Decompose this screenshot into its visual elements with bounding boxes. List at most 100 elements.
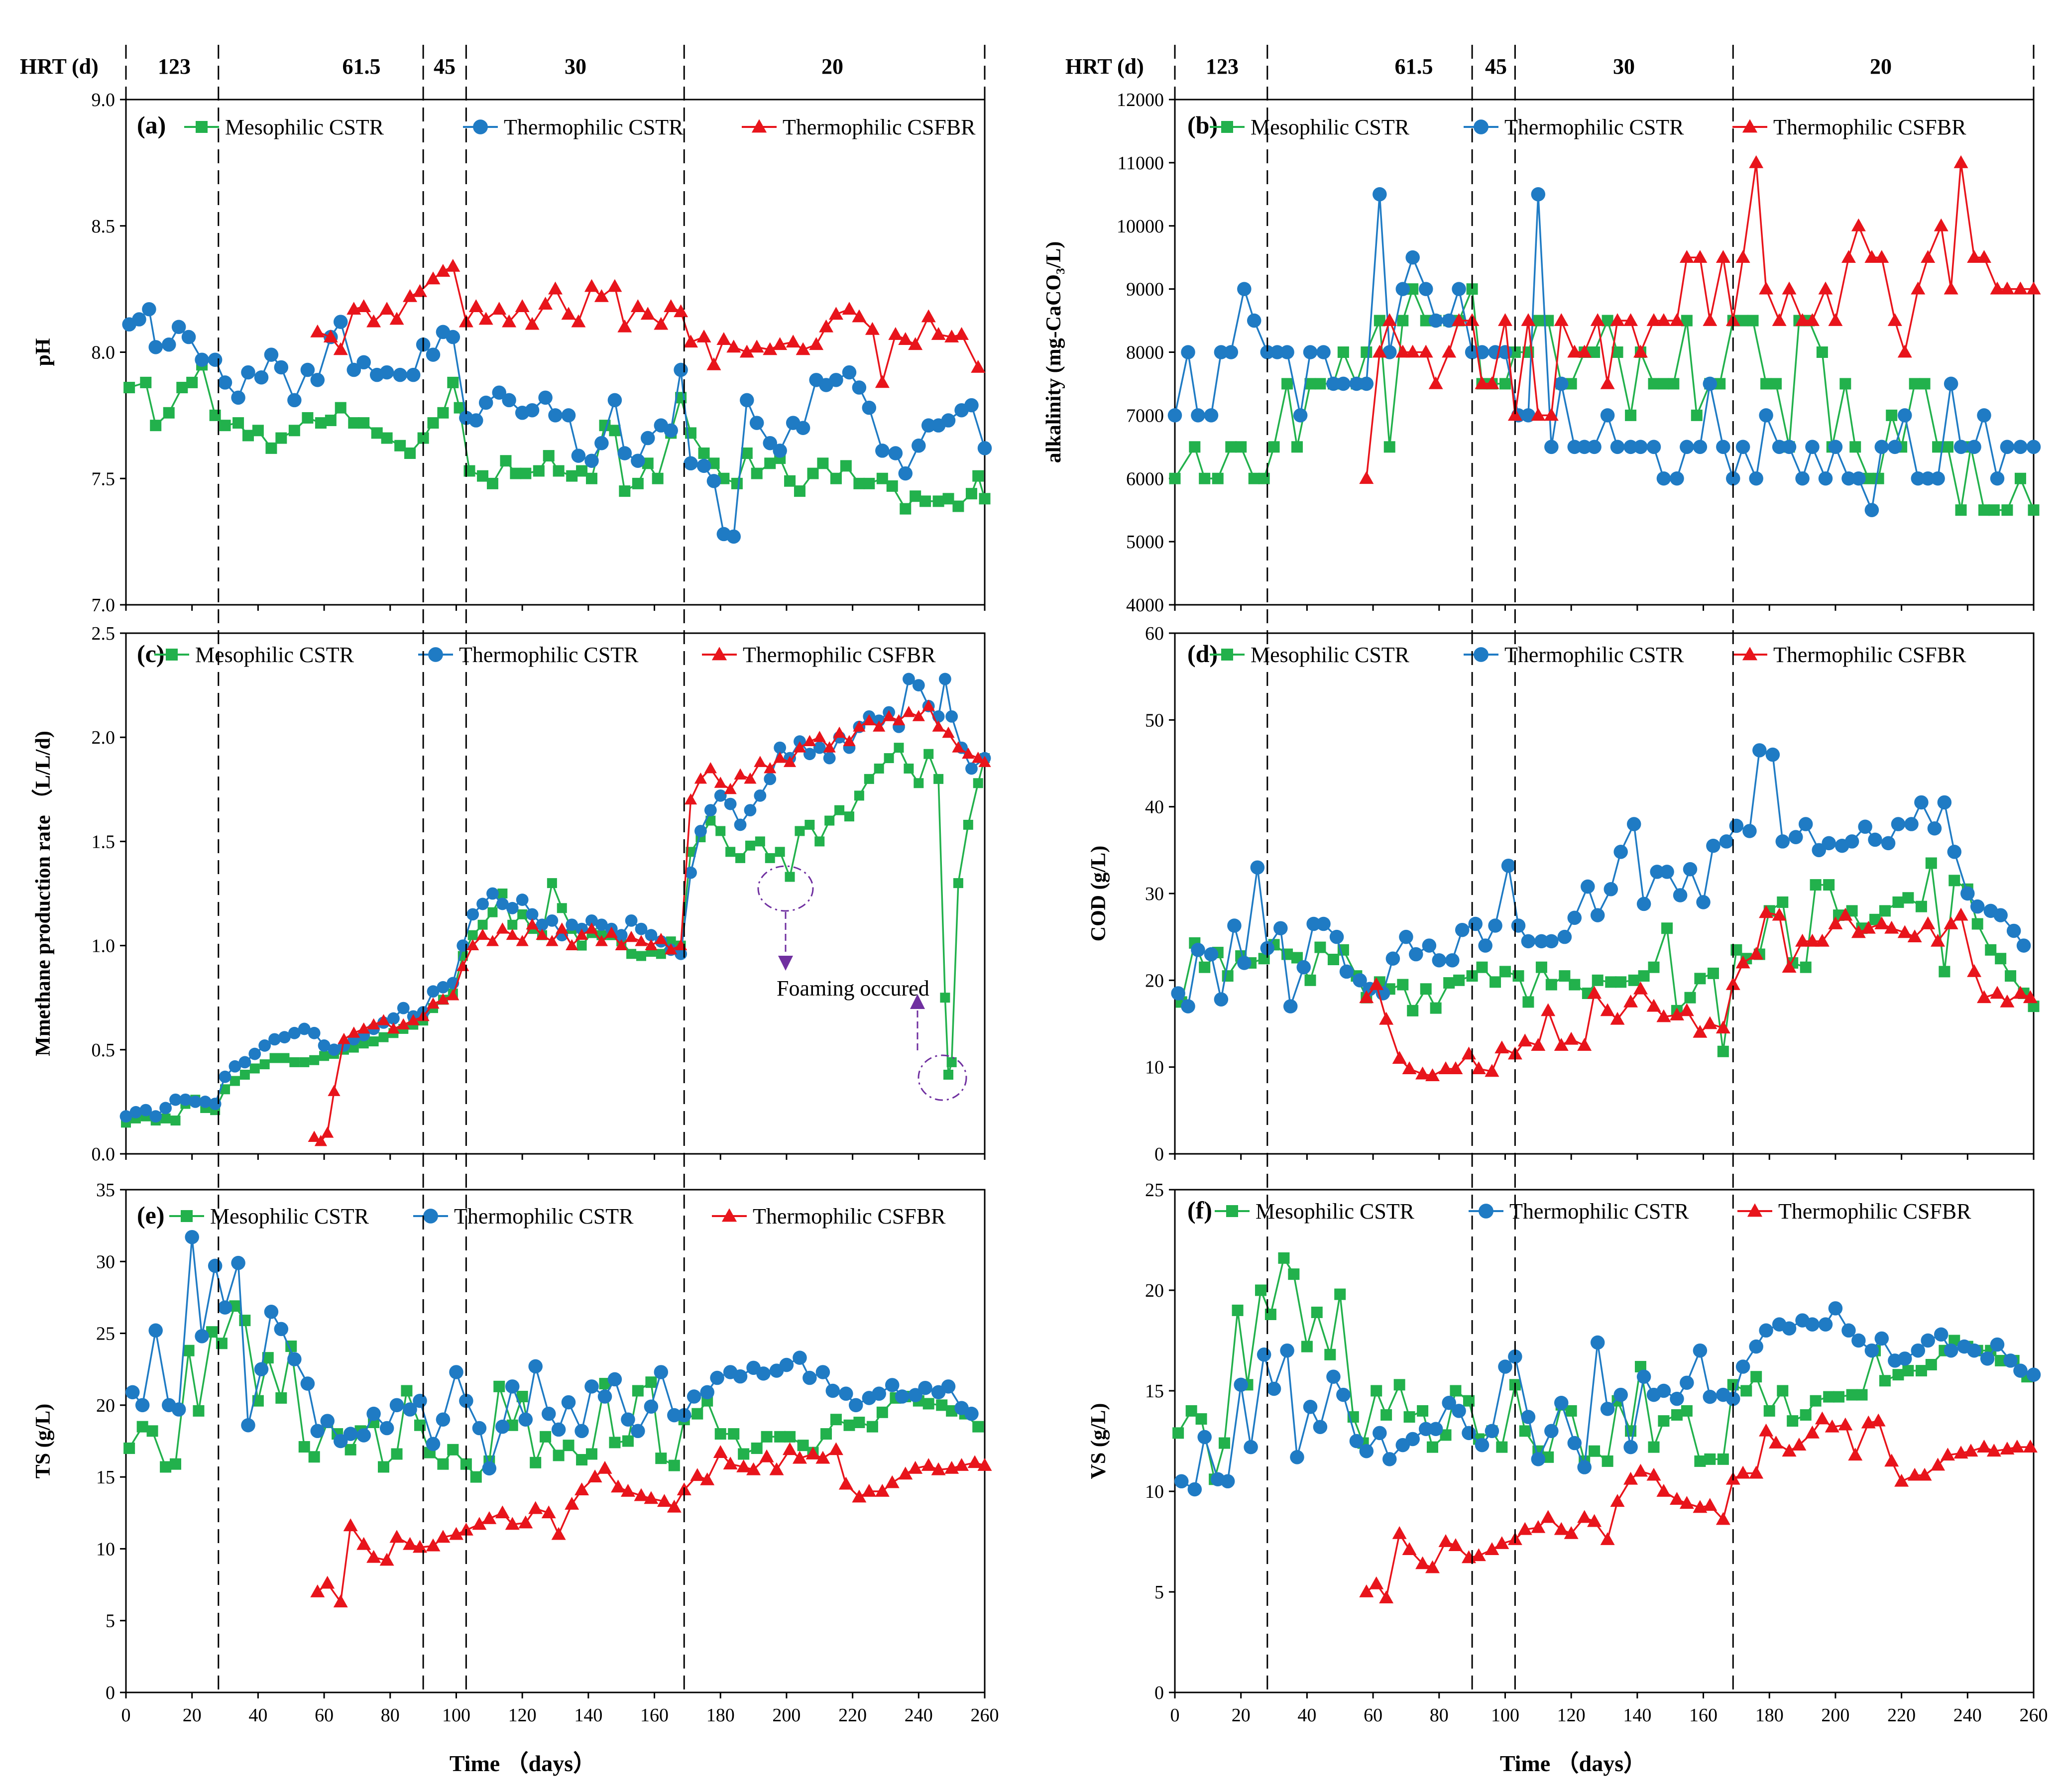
data-point (299, 1057, 310, 1067)
data-point (1907, 1467, 1922, 1481)
data-point (389, 1398, 404, 1413)
data-point (739, 344, 754, 358)
data-point (852, 1489, 867, 1503)
data-point (323, 330, 338, 342)
data-point (866, 1421, 878, 1433)
data-point (289, 1057, 300, 1067)
data-point (908, 1388, 922, 1402)
data-point (358, 417, 370, 429)
data-point (526, 908, 539, 921)
data-point (1248, 472, 1260, 484)
legend-swatch-marker (1474, 647, 1489, 662)
data-point (1693, 1024, 1708, 1038)
data-point (1759, 1323, 1773, 1338)
data-point (2000, 440, 2015, 454)
data-point (1498, 1359, 1512, 1374)
data-point (170, 1458, 182, 1470)
data-point (300, 1376, 315, 1391)
data-point (630, 299, 645, 313)
data-point (973, 778, 983, 788)
data-point (139, 1104, 152, 1117)
data-point (1703, 1498, 1718, 1511)
legend-label: Thermophilic CSFBR (783, 115, 976, 139)
data-point (495, 1419, 510, 1434)
series-thermophilic-cstr (119, 672, 991, 1123)
data-point (587, 1469, 602, 1483)
data-point (1671, 1409, 1683, 1421)
data-point (2028, 1001, 2040, 1012)
data-point (1517, 1522, 1532, 1535)
data-point (547, 878, 557, 889)
data-point (333, 1594, 348, 1608)
y-tick-label: 1.0 (92, 936, 115, 957)
data-point (1789, 830, 1803, 844)
data-point (1897, 1351, 1912, 1366)
data-point (875, 375, 890, 388)
data-point (964, 398, 979, 413)
data-point (1759, 1423, 1774, 1437)
data-point (1442, 344, 1457, 358)
x-axis-title: Time （days） (450, 1751, 596, 1776)
data-point (1314, 941, 1326, 953)
x-tick-label: 180 (1755, 1705, 1784, 1726)
data-point (1760, 378, 1772, 390)
legend: Mesophilic CSTR Thermophilic CSTR Thermoph… (169, 1204, 946, 1229)
data-point (1521, 408, 1536, 423)
data-point (379, 1553, 394, 1566)
data-point (1478, 938, 1492, 953)
data-point (2026, 440, 2041, 454)
data-point (824, 815, 835, 826)
data-point (541, 1406, 556, 1421)
data-point (548, 408, 563, 423)
data-point (1250, 860, 1265, 875)
data-point (1947, 845, 1962, 859)
data-point (1403, 1411, 1415, 1423)
data-point (1752, 743, 1767, 758)
data-point (1925, 1358, 1937, 1370)
x-tick-label: 140 (574, 1705, 602, 1726)
data-point (1628, 974, 1640, 986)
data-point (971, 359, 986, 373)
data-point (1623, 440, 1638, 454)
data-point (726, 529, 741, 544)
data-point (873, 720, 886, 732)
data-point (274, 360, 289, 375)
data-point (635, 922, 648, 935)
data-point (1719, 834, 1734, 849)
data-point (551, 1422, 566, 1437)
data-point (1405, 344, 1420, 358)
series-thermophilic-csfbr (308, 699, 991, 1146)
data-point (366, 1406, 381, 1421)
series-line (314, 705, 985, 1142)
data-point (356, 1537, 371, 1550)
data-point (914, 778, 924, 788)
data-point (1725, 471, 1740, 486)
x-tick-label: 220 (838, 1705, 867, 1726)
data-point (640, 307, 655, 320)
data-point (1581, 879, 1595, 894)
data-point (278, 1031, 291, 1044)
y-tick-label: 0 (1154, 1682, 1164, 1703)
series-thermophilic-cstr (1174, 1301, 2041, 1497)
data-point (1392, 1051, 1407, 1064)
plot-frame (125, 1189, 986, 1693)
data-point (2023, 990, 2038, 1004)
data-point (615, 939, 628, 951)
data-point (698, 448, 710, 459)
data-point (1696, 895, 1711, 909)
data-point (888, 327, 903, 340)
data-point (1995, 953, 2007, 965)
data-point (1316, 345, 1331, 359)
data-point (146, 1425, 158, 1437)
legend-swatch-marker (751, 119, 767, 133)
data-point (426, 1538, 441, 1552)
data-point (828, 1442, 843, 1456)
data-point (265, 442, 277, 454)
data-point (793, 1350, 807, 1365)
data-point (813, 731, 826, 742)
data-point (1438, 1534, 1453, 1547)
data-point (1868, 832, 1882, 847)
data-point (1611, 346, 1623, 358)
data-point (333, 342, 348, 355)
data-point (1633, 1463, 1648, 1477)
